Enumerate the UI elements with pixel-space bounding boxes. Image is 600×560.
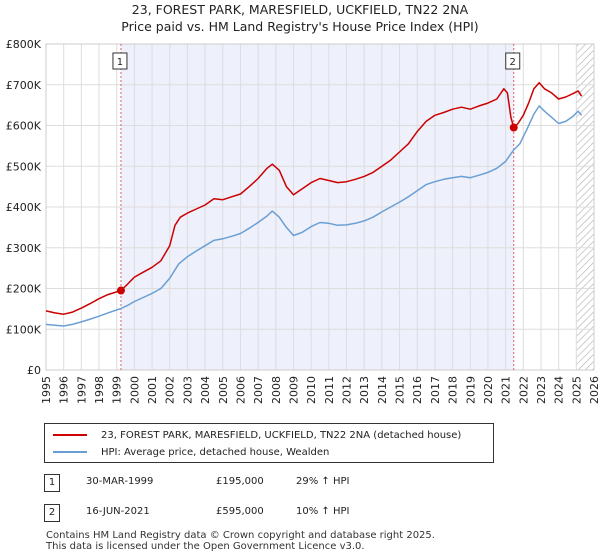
transaction-hpi-diff: 10% ↑ HPI: [296, 506, 350, 517]
sale-point-marker: [116, 286, 125, 295]
transaction-number-badge: 1: [44, 474, 60, 492]
transaction-date: 30-MAR-1999: [86, 476, 154, 487]
legend-swatch-blue: [53, 451, 87, 453]
transaction-number-badge: 2: [44, 504, 60, 522]
legend-item-property: 23, FOREST PARK, MARESFIELD, UCKFIELD, T…: [53, 427, 461, 443]
x-tick-label: 2003: [181, 376, 194, 404]
annotation-label: 1: [117, 57, 123, 68]
x-tick-label: 2009: [287, 376, 300, 404]
x-tick-label: 2020: [482, 376, 495, 404]
x-tick-label: 2014: [376, 376, 389, 404]
x-tick-label: 2005: [217, 376, 230, 404]
y-tick-label: £200K: [6, 283, 42, 296]
footer-licence: This data is licensed under the Open Gov…: [46, 541, 365, 552]
price-chart: £0 £100K £200K £300K £400K £500K £600K £700K £80…: [6, 38, 600, 404]
x-tick-label: 2019: [464, 376, 477, 404]
x-tick-label: 2006: [234, 376, 247, 404]
plot-border: [45, 43, 595, 371]
x-tick-label: 2015: [394, 376, 407, 404]
series-line-hpi: [45, 105, 583, 327]
transaction-price: £595,000: [216, 506, 264, 517]
y-tick-label: £600K: [6, 120, 42, 133]
x-tick-label: 1995: [40, 376, 53, 404]
x-tick-label: 2021: [500, 376, 513, 404]
annotation-label: 2: [510, 57, 516, 68]
y-tick-label: £0: [27, 364, 41, 377]
annotation-box: [505, 52, 521, 70]
y-tick-label: £700K: [6, 79, 42, 92]
transaction-price: £195,000: [216, 476, 264, 487]
x-tick-label: 2025: [570, 376, 583, 404]
transaction-row: 1 30-MAR-1999 £195,000 29% ↑ HPI: [44, 474, 564, 494]
x-tick-label: 2017: [429, 376, 442, 404]
y-tick-label: £300K: [6, 242, 42, 255]
legend-label-property: 23, FOREST PARK, MARESFIELD, UCKFIELD, T…: [101, 429, 462, 441]
x-tick-label: 1996: [58, 376, 71, 404]
x-tick-label: 2000: [128, 376, 141, 404]
transaction-row: 2 16-JUN-2021 £595,000 10% ↑ HPI: [44, 504, 564, 524]
legend-swatch-red: [53, 434, 87, 436]
x-tick-label: 2022: [517, 376, 530, 404]
footer-copyright: Contains HM Land Registry data © Crown c…: [46, 530, 435, 541]
y-tick-label: £400K: [6, 201, 42, 214]
y-tick-label: £800K: [6, 38, 42, 51]
x-tick-label: 2001: [146, 376, 159, 404]
annotation-box: [112, 52, 128, 70]
y-tick-label: £100K: [6, 323, 42, 336]
x-tick-label: 2024: [553, 376, 566, 404]
x-tick-label: 2023: [535, 376, 548, 404]
x-tick-label: 2012: [341, 376, 354, 404]
chart-legend: 23, FOREST PARK, MARESFIELD, UCKFIELD, T…: [44, 423, 494, 463]
y-tick-label: £500K: [6, 160, 42, 173]
x-tick-label: 2018: [447, 376, 460, 404]
x-tick-label: 1997: [75, 376, 88, 404]
x-tick-label: 2004: [199, 376, 212, 404]
x-tick-label: 2008: [270, 376, 283, 404]
legend-item-hpi: HPI: Average price, detached house, Weal…: [53, 444, 329, 460]
legend-label-hpi: HPI: Average price, detached house, Weal…: [101, 446, 330, 458]
x-tick-label: 2011: [323, 376, 336, 404]
x-tick-label: 2013: [358, 376, 371, 404]
transaction-date: 16-JUN-2021: [86, 506, 150, 517]
x-tick-label: 2007: [252, 376, 265, 404]
chart-title-line2: Price paid vs. HM Land Registry's House …: [121, 19, 479, 34]
x-tick-label: 2002: [164, 376, 177, 404]
x-tick-label: 2026: [588, 376, 600, 404]
x-tick-label: 1999: [111, 376, 124, 404]
chart-title-line1: 23, FOREST PARK, MARESFIELD, UCKFIELD, T…: [131, 2, 469, 17]
transaction-hpi-diff: 29% ↑ HPI: [296, 476, 350, 487]
x-tick-label: 2010: [305, 376, 318, 404]
x-tick-label: 2016: [411, 376, 424, 404]
sale-point-marker: [509, 123, 518, 132]
x-tick-label: 1998: [93, 376, 106, 404]
